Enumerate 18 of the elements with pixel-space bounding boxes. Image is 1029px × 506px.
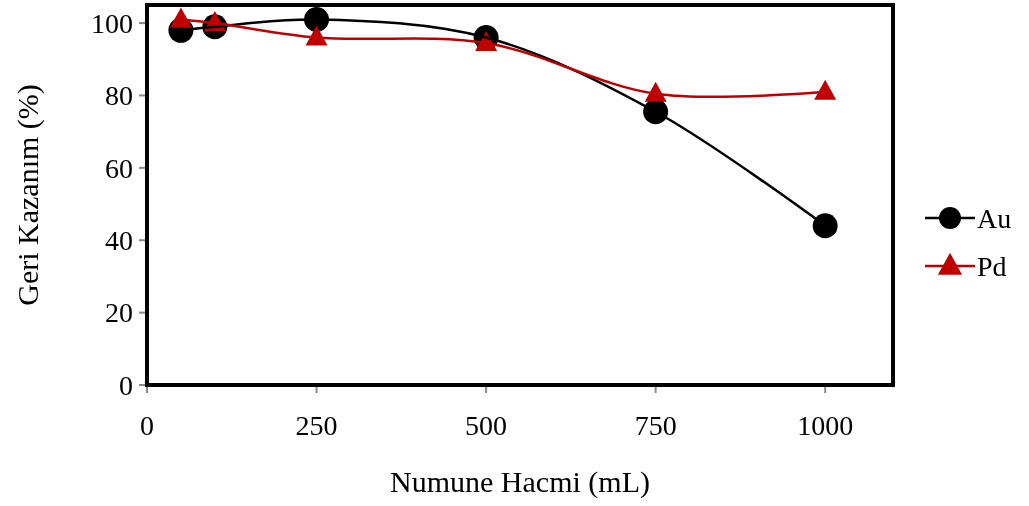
point xyxy=(814,79,837,100)
x-tick-label: 0 xyxy=(140,410,154,441)
y-tick-label: 80 xyxy=(105,80,133,112)
y-tick-label: 0 xyxy=(119,369,133,401)
y-tick-label: 60 xyxy=(105,152,133,184)
x-tick-label: 750 xyxy=(634,410,677,441)
y-axis-title: Geri Kazanım (%) xyxy=(11,84,45,306)
y-tick-label: 100 xyxy=(91,7,133,39)
y-tick-label: 20 xyxy=(105,297,133,329)
y-tick-label: 40 xyxy=(105,225,133,257)
x-tick-label: 1000 xyxy=(797,410,854,441)
x-tick-label: 500 xyxy=(465,410,508,441)
x-tick-label: 250 xyxy=(295,410,338,441)
point xyxy=(305,25,328,46)
legend-label: Au xyxy=(977,202,1012,234)
legend-label: Pd xyxy=(977,250,1007,282)
x-axis-title: Numune Hacmi (mL) xyxy=(390,465,650,499)
point xyxy=(812,213,838,239)
